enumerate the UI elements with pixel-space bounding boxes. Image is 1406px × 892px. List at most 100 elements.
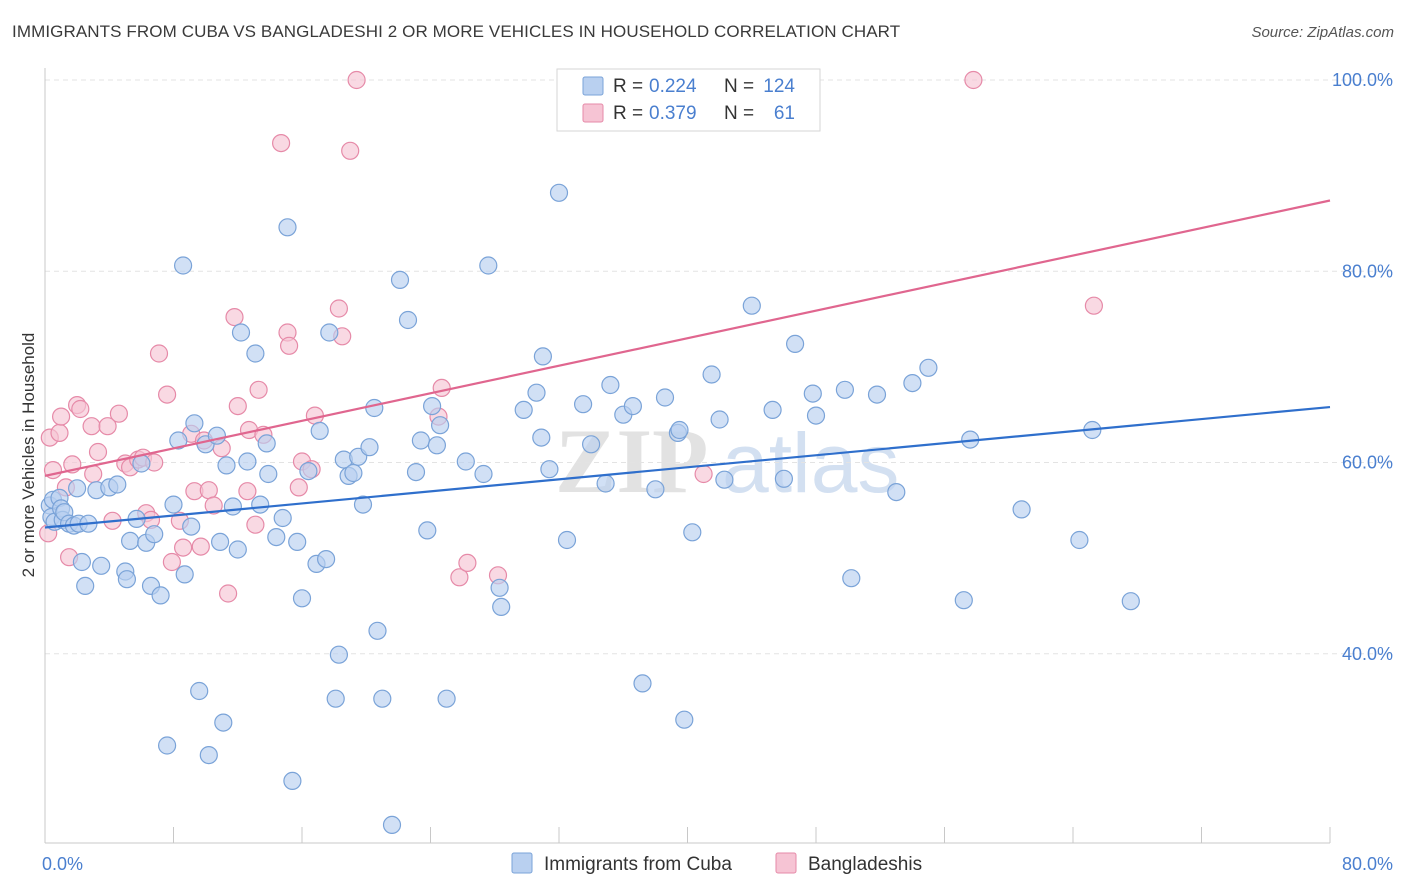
- point-bangladeshis-38: [238, 482, 257, 501]
- point-cuba-93: [557, 530, 577, 550]
- gridlines: [45, 79, 1392, 655]
- legend-r-label-cuba: R =: [613, 76, 643, 97]
- point-cuba-74: [398, 310, 418, 330]
- point-bangladeshis-23: [149, 344, 169, 363]
- point-cuba-49: [259, 464, 278, 484]
- point-bangladeshis-41: [249, 380, 268, 399]
- point-cuba-28: [158, 736, 177, 755]
- point-cuba-94: [573, 395, 593, 414]
- point-cuba-72: [382, 815, 402, 835]
- point-cuba-125: [1070, 530, 1089, 550]
- point-bangladeshis-43: [272, 134, 291, 153]
- point-cuba-80: [431, 416, 450, 435]
- point-cuba-79: [427, 436, 446, 455]
- point-cuba-107: [702, 365, 721, 384]
- point-bangladeshis-27: [174, 538, 193, 557]
- point-bangladeshis-25: [162, 552, 181, 572]
- point-bangladeshis-60: [964, 70, 983, 90]
- point-cuba-53: [283, 771, 302, 791]
- point-bangladeshis-61: [1084, 296, 1104, 315]
- point-cuba-60: [320, 323, 339, 342]
- point-bangladeshis-59: [694, 464, 713, 484]
- point-cuba-56: [299, 462, 318, 481]
- legend-n-value-cuba: 124: [763, 76, 795, 97]
- point-cuba-88: [527, 383, 546, 402]
- point-cuba-68: [360, 438, 379, 457]
- point-bangladeshis-15: [109, 404, 129, 423]
- point-cuba-114: [803, 384, 822, 403]
- point-bangladeshis-35: [219, 584, 238, 603]
- point-cuba-71: [373, 689, 392, 708]
- point-bangladeshis-50: [329, 299, 348, 318]
- point-cuba-95: [581, 435, 601, 454]
- trendline-cuba: [44, 405, 1331, 529]
- point-bangladeshis-30: [191, 537, 210, 556]
- point-cuba-27: [151, 586, 170, 605]
- bottom-legend-swatch-bangladeshis: [775, 852, 797, 874]
- point-cuba-118: [867, 385, 887, 404]
- point-cuba-102: [655, 388, 675, 407]
- point-bangladeshis-33: [204, 496, 223, 515]
- point-cuba-39: [211, 532, 230, 552]
- point-cuba-122: [954, 591, 973, 610]
- point-cuba-47: [251, 495, 270, 514]
- point-bangladeshis-57: [458, 553, 477, 573]
- point-bangladeshis-45: [280, 336, 299, 355]
- point-cuba-110: [742, 296, 761, 315]
- point-cuba-85: [490, 578, 509, 597]
- point-cuba-65: [344, 463, 363, 483]
- point-cuba-33: [182, 517, 201, 536]
- point-bangladeshis-54: [432, 378, 451, 397]
- y-tick-label-80: 80.0%: [1342, 261, 1393, 281]
- point-cuba-99: [623, 397, 643, 416]
- axes: [44, 68, 1331, 844]
- point-cuba-38: [207, 426, 226, 445]
- point-cuba-97: [601, 375, 620, 395]
- x-tick-label-max: 80.0%: [1342, 854, 1393, 874]
- legend-swatch-bangladeshis: [582, 103, 604, 123]
- point-bangladeshis-49: [305, 406, 324, 425]
- point-cuba-52: [278, 218, 297, 237]
- point-cuba-77: [418, 521, 437, 540]
- point-bangladeshis-52: [341, 141, 360, 160]
- point-cuba-111: [763, 400, 782, 419]
- point-cuba-69: [365, 398, 384, 418]
- point-bangladeshis-10: [82, 417, 101, 436]
- legend-r-value-bangladeshis: 0.379: [649, 103, 697, 124]
- x-tick-labels: 0.0% 80.0%: [42, 854, 1393, 874]
- point-cuba-82: [456, 452, 475, 471]
- point-bangladeshis-56: [450, 568, 469, 587]
- point-cuba-90: [533, 347, 553, 366]
- point-bangladeshis-53: [347, 70, 366, 90]
- point-cuba-117: [842, 569, 861, 588]
- point-cuba-67: [353, 495, 373, 514]
- point-cuba-42: [223, 497, 242, 516]
- point-cuba-18: [108, 475, 127, 494]
- point-cuba-106: [683, 523, 702, 542]
- point-cuba-120: [903, 374, 922, 393]
- point-bangladeshis-37: [228, 397, 247, 416]
- point-cuba-124: [1012, 500, 1031, 519]
- point-bangladeshis-3: [50, 423, 69, 442]
- point-bangladeshis-24: [158, 385, 177, 404]
- trendlines: [44, 199, 1331, 529]
- point-bangladeshis-4: [51, 407, 71, 426]
- point-cuba-83: [474, 464, 493, 484]
- point-cuba-89: [532, 428, 551, 447]
- point-cuba-21: [121, 531, 140, 551]
- legend-n-label-bangladeshis: N =: [724, 103, 754, 124]
- legend-r-label-bangladeshis: R =: [613, 103, 643, 124]
- y-tick-labels: 40.0% 60.0% 80.0% 100.0%: [1332, 70, 1393, 664]
- point-cuba-91: [540, 460, 559, 479]
- point-cuba-109: [715, 470, 734, 489]
- point-cuba-54: [288, 532, 307, 552]
- trendline-bangladeshis: [44, 199, 1331, 477]
- point-bangladeshis-32: [199, 481, 218, 500]
- point-cuba-62: [329, 645, 348, 664]
- y-axis-label: 2 or more Vehicles in Household: [19, 333, 38, 578]
- y-tick-label-40: 40.0%: [1342, 644, 1393, 664]
- bottom-legend-label-cuba: Immigrants from Cuba: [544, 854, 732, 875]
- legend-n-value-bangladeshis: 61: [774, 103, 795, 124]
- chart-title: IMMIGRANTS FROM CUBA VS BANGLADESHI 2 OR…: [12, 22, 901, 41]
